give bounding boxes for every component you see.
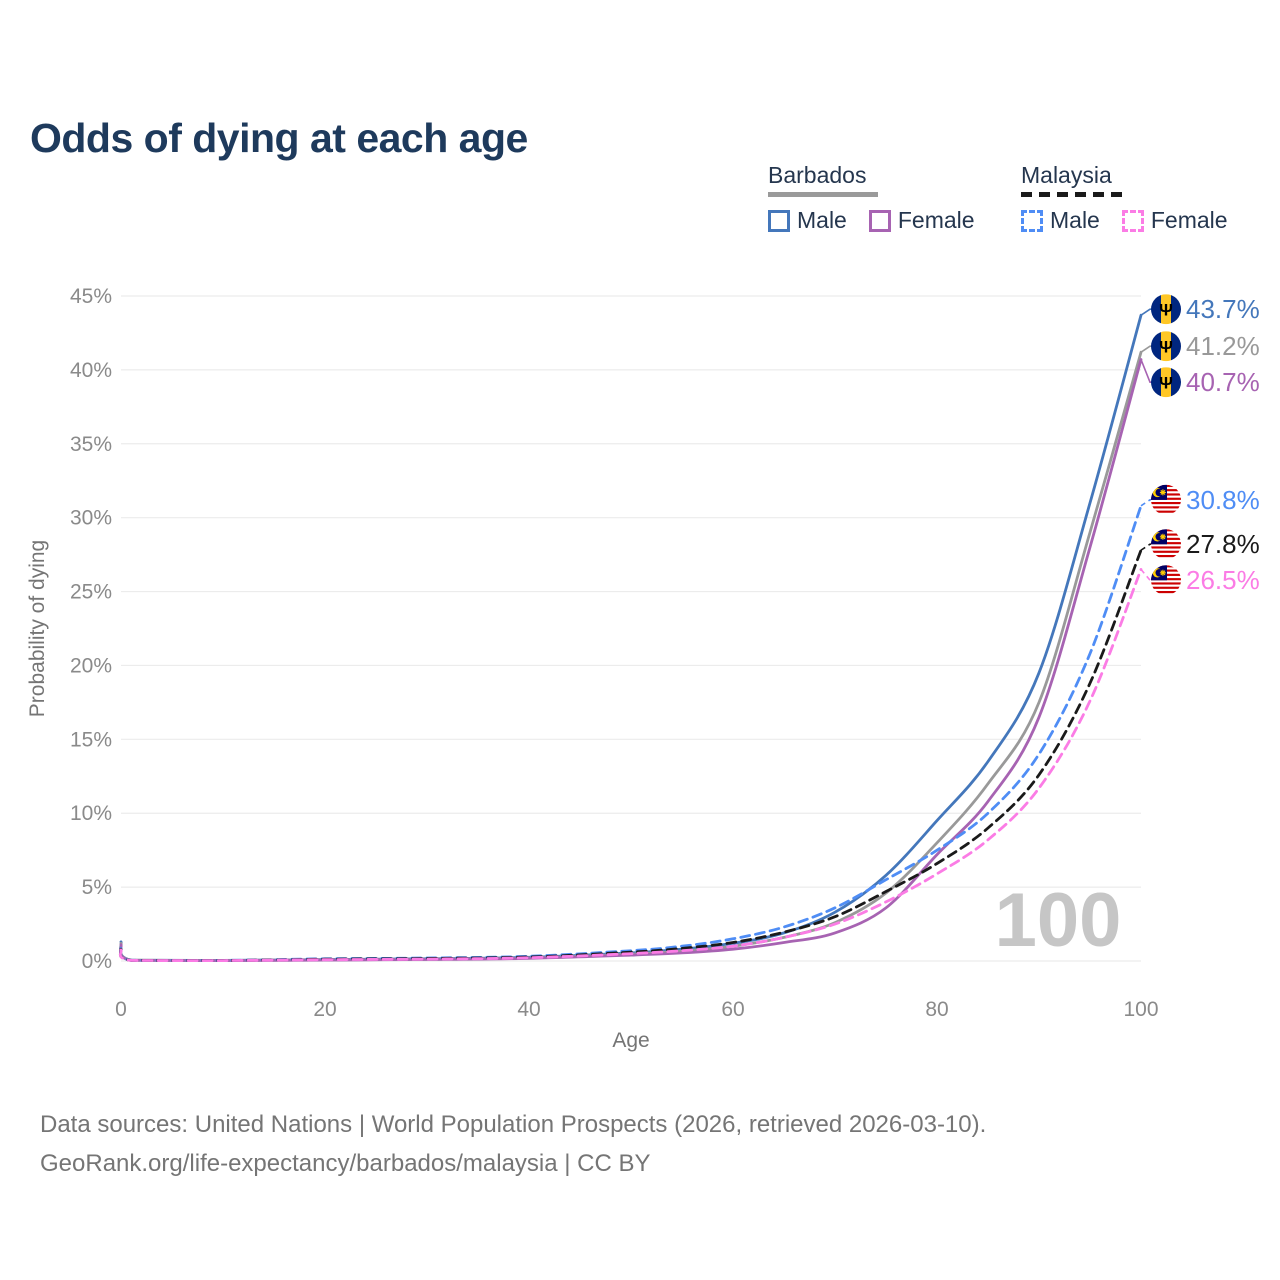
series-line-malaysia-male — [118, 504, 1143, 962]
series-line-malaysia-both — [118, 548, 1143, 962]
y-tick-label: 40% — [70, 359, 112, 382]
x-tick-label: 0 — [115, 998, 127, 1021]
legend-item-label: Female — [1150, 207, 1228, 233]
barbados-line-sample — [768, 192, 878, 197]
end-value-label-barbados-female: 40.7% — [1186, 367, 1260, 397]
data-sources-footer: Data sources: United Nations | World Pop… — [40, 1105, 986, 1183]
end-label-connector — [1140, 543, 1156, 551]
series-line-malaysia-female — [118, 568, 1143, 963]
barbados-male-swatch — [768, 209, 790, 232]
end-label-connector — [1140, 499, 1156, 507]
malaysia-flag-icon — [1151, 485, 1181, 515]
x-axis-title: Age — [612, 1029, 649, 1052]
y-tick-label: 5% — [82, 876, 112, 899]
series-line-barbados-female — [118, 358, 1143, 963]
y-tick-label: 30% — [70, 507, 112, 530]
legend-country-label: Malaysia — [1021, 162, 1112, 188]
y-tick-label: 45% — [70, 285, 112, 308]
legend-group-barbados: Barbados Male Female — [768, 162, 997, 234]
y-tick-label: 10% — [70, 802, 112, 825]
legend-group-malaysia: Malaysia Male Female — [1021, 162, 1250, 234]
malaysia-flag-icon — [1151, 565, 1181, 595]
x-tick-label: 40 — [517, 998, 540, 1021]
legend-item-label: Female — [897, 207, 975, 233]
malaysia-line-sample — [1021, 192, 1125, 197]
malaysia-female-swatch — [1121, 209, 1144, 232]
barbados-flag-icon — [1151, 367, 1181, 397]
malaysia-flag-icon — [1151, 529, 1181, 559]
end-value-label-barbados-male: 43.7% — [1186, 294, 1260, 324]
footer-line-attribution: GeoRank.org/life-expectancy/barbados/mal… — [40, 1150, 651, 1177]
x-tick-label: 100 — [1123, 998, 1158, 1021]
y-tick-label: 0% — [82, 950, 112, 973]
legend-item-label: Male — [1050, 207, 1100, 233]
barbados-flag-icon — [1151, 294, 1181, 324]
page-title: Odds of dying at each age — [30, 115, 528, 162]
y-tick-label: 20% — [70, 654, 112, 677]
legend-country-label: Barbados — [768, 162, 867, 188]
y-tick-label: 35% — [70, 433, 112, 456]
y-tick-label: 15% — [70, 728, 112, 751]
barbados-female-swatch — [868, 209, 891, 232]
end-value-label-malaysia-both: 27.8% — [1186, 529, 1260, 559]
legend-item-label: Male — [797, 207, 847, 233]
y-tick-label: 25% — [70, 581, 112, 604]
legend-item-malaysia-female[interactable]: Female — [1121, 207, 1228, 234]
barbados-flag-icon — [1151, 331, 1181, 361]
legend-country-barbados[interactable]: Barbados — [768, 162, 997, 197]
legend-item-malaysia-male[interactable]: Male — [1021, 207, 1100, 234]
legend-item-barbados-female[interactable]: Female — [868, 207, 975, 234]
x-tick-label: 60 — [721, 998, 744, 1021]
series-line-barbados-male — [118, 313, 1143, 962]
end-value-label-malaysia-female: 26.5% — [1186, 565, 1260, 595]
malaysia-male-swatch — [1021, 209, 1043, 232]
y-axis-title: Probability of dying — [26, 540, 49, 717]
legend-item-barbados-male[interactable]: Male — [768, 207, 847, 234]
x-tick-label: 80 — [925, 998, 948, 1021]
end-value-label-malaysia-male: 30.8% — [1186, 485, 1260, 515]
x-tick-label: 20 — [313, 998, 336, 1021]
footer-line-sources: Data sources: United Nations | World Pop… — [40, 1111, 987, 1138]
age-hover-indicator: 100 — [995, 878, 1122, 963]
legend-country-malaysia[interactable]: Malaysia — [1021, 162, 1250, 197]
end-value-label-barbados-both: 41.2% — [1186, 331, 1260, 361]
